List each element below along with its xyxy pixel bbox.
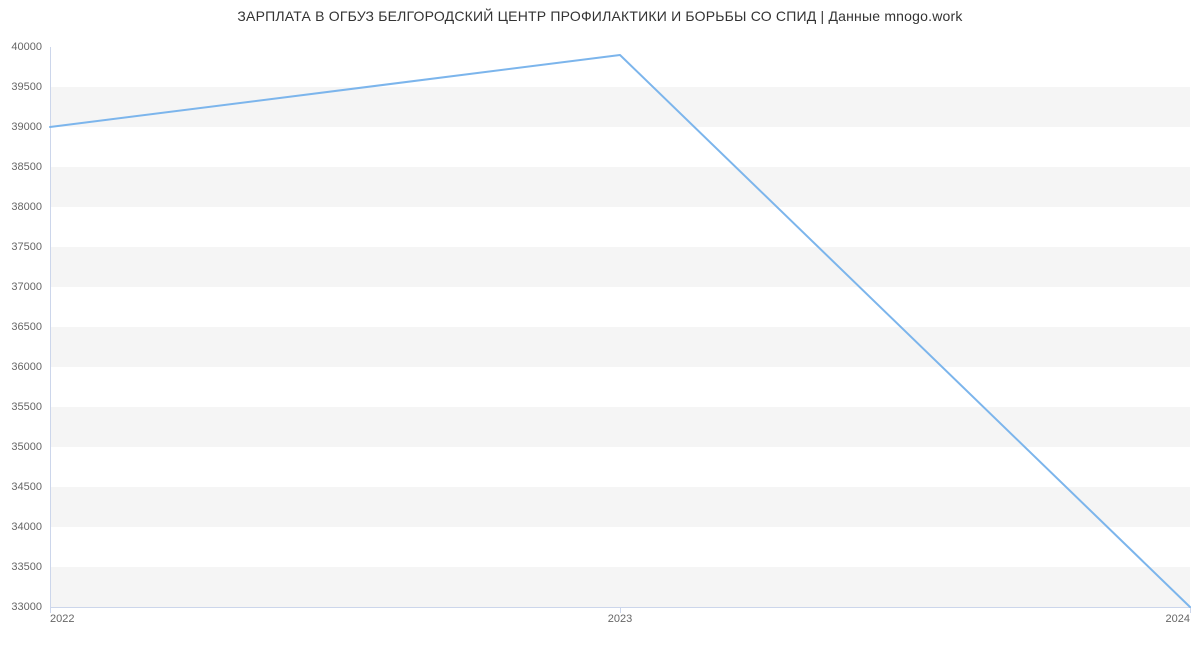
y-axis-label: 35000 <box>11 441 42 453</box>
y-axis-label: 36000 <box>11 361 42 373</box>
x-axis-label: 2024 <box>1166 613 1190 625</box>
y-axis-label: 33500 <box>11 561 42 573</box>
y-axis-label: 36500 <box>11 321 42 333</box>
y-axis-label: 40000 <box>11 41 42 53</box>
y-axis-label: 38000 <box>11 201 42 213</box>
series-line <box>50 55 1190 607</box>
chart-title: ЗАРПЛАТА В ОГБУЗ БЕЛГОРОДСКИЙ ЦЕНТР ПРОФ… <box>0 8 1200 24</box>
y-axis-label: 39000 <box>11 121 42 133</box>
plot-area: 3300033500340003450035000355003600036500… <box>50 47 1190 607</box>
y-axis-label: 33000 <box>11 601 42 613</box>
y-axis-label: 34500 <box>11 481 42 493</box>
y-axis-label: 34000 <box>11 521 42 533</box>
y-axis-label: 35500 <box>11 401 42 413</box>
y-axis-label: 38500 <box>11 161 42 173</box>
x-axis-label: 2023 <box>608 613 632 625</box>
y-axis-label: 37500 <box>11 241 42 253</box>
x-axis-label: 2022 <box>50 613 74 625</box>
y-axis-label: 37000 <box>11 281 42 293</box>
y-axis-label: 39500 <box>11 81 42 93</box>
line-series <box>50 47 1190 607</box>
chart-container: ЗАРПЛАТА В ОГБУЗ БЕЛГОРОДСКИЙ ЦЕНТР ПРОФ… <box>0 0 1200 650</box>
